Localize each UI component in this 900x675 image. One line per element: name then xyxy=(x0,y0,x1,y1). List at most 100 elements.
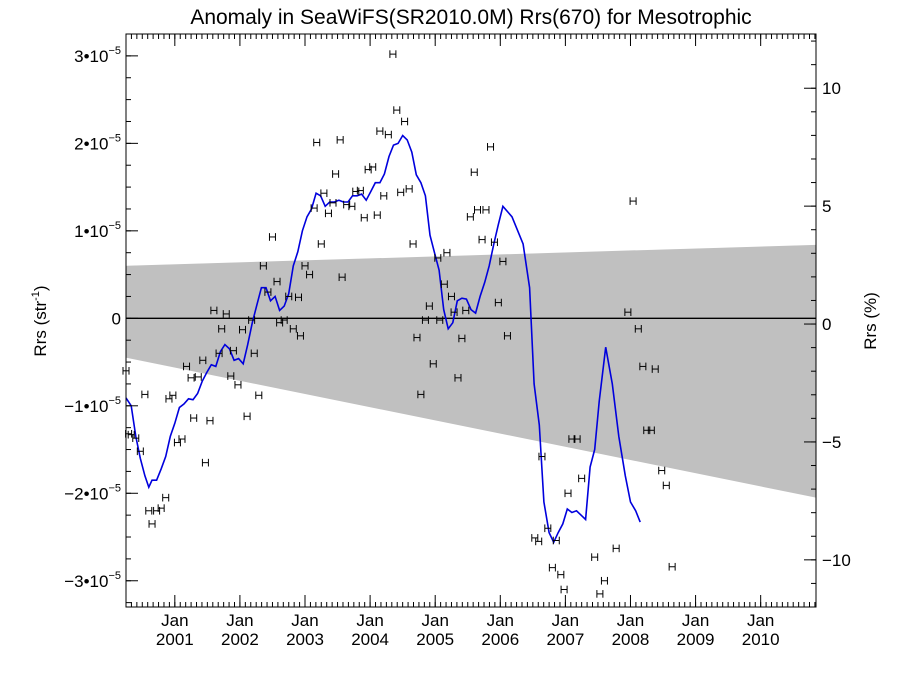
data-point xyxy=(487,143,495,151)
data-point xyxy=(169,391,177,400)
y-tick-label-left: 2•10−5 xyxy=(74,132,121,153)
data-point xyxy=(668,562,676,571)
data-point xyxy=(229,346,237,355)
data-point xyxy=(206,416,214,425)
data-point xyxy=(157,504,165,512)
y-tick-label-left: −1•10−5 xyxy=(64,395,121,416)
data-point xyxy=(531,534,539,542)
x-tick-label-year: 2006 xyxy=(481,630,519,649)
data-point xyxy=(360,213,368,222)
y-tick-mantissa: −1•10 xyxy=(64,397,108,416)
x-tick-label-month: Jan xyxy=(552,611,579,630)
data-point xyxy=(397,188,405,197)
y-axis-label-right: Rrs (%) xyxy=(861,292,880,350)
y-tick-exponent: −5 xyxy=(108,395,121,407)
smoothed-series-line xyxy=(125,134,641,545)
x-tick-label-year: 2005 xyxy=(416,630,454,649)
data-point xyxy=(662,481,670,490)
y-tick-mantissa: 2•10 xyxy=(74,134,108,153)
data-point xyxy=(425,302,433,310)
data-point xyxy=(280,316,288,324)
data-point xyxy=(218,324,226,333)
data-point xyxy=(310,204,318,212)
x-tick-label-month: Jan xyxy=(356,611,383,630)
x-tick-label-month: Jan xyxy=(487,611,514,630)
data-point xyxy=(320,189,328,198)
data-point xyxy=(421,316,429,324)
data-point xyxy=(376,127,384,135)
y-tick-mantissa: 3•10 xyxy=(74,47,108,66)
y-tick-label-left: 3•10−5 xyxy=(74,45,121,66)
data-point xyxy=(560,585,568,594)
data-point xyxy=(535,537,543,546)
data-point xyxy=(250,349,258,358)
data-point xyxy=(165,394,173,403)
data-point xyxy=(295,293,302,302)
data-point xyxy=(658,466,666,475)
data-point xyxy=(141,390,149,399)
data-point xyxy=(538,452,546,461)
x-tick-label-year: 2009 xyxy=(677,630,715,649)
data-point xyxy=(447,292,455,301)
x-tick-label-month: Jan xyxy=(682,611,709,630)
x-tick-label-month: Jan xyxy=(291,611,318,630)
x-tick-label-month: Jan xyxy=(617,611,644,630)
data-point xyxy=(243,412,251,421)
data-point xyxy=(440,280,448,289)
y-tick-exponent: −5 xyxy=(108,45,121,57)
x-tick-label-month: Jan xyxy=(747,611,774,630)
data-point xyxy=(450,308,458,317)
data-point xyxy=(201,458,209,467)
y-tick-mantissa: −3•10 xyxy=(64,572,108,591)
data-point xyxy=(239,325,247,334)
y-tick-label-right: 0 xyxy=(822,315,831,334)
data-point xyxy=(417,390,425,399)
data-point xyxy=(443,248,451,257)
data-point xyxy=(332,170,340,178)
x-tick-label-year: 2004 xyxy=(351,630,389,649)
data-point xyxy=(187,373,195,382)
data-point xyxy=(338,273,346,282)
data-point xyxy=(356,186,364,195)
data-point xyxy=(462,306,470,315)
y-tick-exponent: −5 xyxy=(108,220,121,232)
data-point xyxy=(336,136,344,144)
y-tick-label-left: 1•10−5 xyxy=(74,220,121,241)
data-point xyxy=(301,262,309,270)
data-point xyxy=(285,292,293,301)
data-point xyxy=(173,438,181,447)
data-point xyxy=(634,324,642,333)
data-point xyxy=(494,298,502,307)
data-point xyxy=(612,544,620,553)
data-point xyxy=(162,493,170,502)
data-point xyxy=(384,130,392,139)
data-point xyxy=(199,356,207,365)
axes: 3•10−52•10−51•10−50−1•10−5−2•10−5−3•10−5… xyxy=(64,33,851,649)
y-tick-exponent: −5 xyxy=(108,132,121,144)
y-tick-mantissa: 1•10 xyxy=(74,222,108,241)
data-point xyxy=(458,334,466,343)
data-point xyxy=(194,373,202,381)
y-tick-label-left: −2•10−5 xyxy=(64,482,121,503)
data-point xyxy=(373,211,381,219)
data-point xyxy=(329,199,337,207)
data-point xyxy=(264,288,272,296)
y-tick-label-left: 0 xyxy=(112,309,121,328)
data-point xyxy=(268,233,276,241)
y-axis-label-left: Rrs (str-1) xyxy=(30,285,50,356)
chart-title: Anomaly in SeaWiFS(SR2010.0M) Rrs(670) f… xyxy=(190,6,751,29)
data-point xyxy=(474,206,482,214)
data-point xyxy=(454,373,462,382)
data-point xyxy=(639,362,647,371)
data-point xyxy=(273,277,281,286)
data-point xyxy=(499,257,507,266)
data-point xyxy=(210,306,218,315)
data-point xyxy=(313,138,321,147)
uncertainty-band xyxy=(126,244,816,498)
data-point xyxy=(470,168,478,177)
data-point xyxy=(409,240,417,248)
data-point xyxy=(259,262,267,270)
data-point xyxy=(222,310,230,318)
x-tick-label-month: Jan xyxy=(421,611,448,630)
